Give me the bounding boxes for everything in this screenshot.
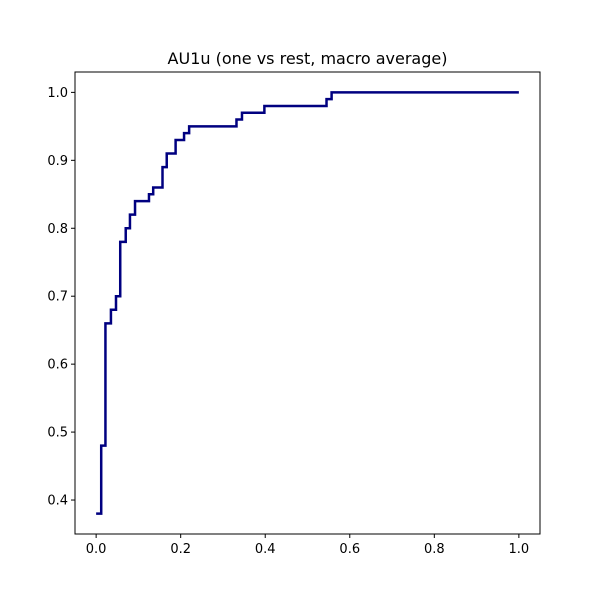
y-tick-label: 0.6 (47, 358, 68, 373)
y-tick-label: 1.0 (47, 86, 68, 101)
y-tick-label: 0.8 (47, 222, 68, 237)
y-tick-label: 0.9 (47, 154, 68, 169)
chart-title: AU1u (one vs rest, macro average) (168, 49, 448, 68)
y-tick-label: 0.4 (47, 494, 68, 509)
x-tick-label: 0.8 (424, 542, 445, 557)
x-tick-label: 0.4 (255, 542, 276, 557)
y-tick-label: 0.7 (47, 290, 68, 305)
roc-curve-line (96, 91, 519, 515)
y-axis: 0.4 0.5 0.6 0.7 0.8 0.9 1.0 (47, 86, 75, 509)
x-tick-label: 1.0 (509, 542, 530, 557)
x-tick-label: 0.2 (170, 542, 191, 557)
x-axis: 0.0 0.2 0.4 0.6 0.8 1.0 (86, 534, 529, 557)
plot-area (96, 91, 519, 515)
plot-frame (74, 71, 541, 535)
y-tick-label: 0.5 (47, 426, 68, 441)
x-tick-label: 0.6 (339, 542, 360, 557)
x-tick-label: 0.0 (86, 542, 107, 557)
